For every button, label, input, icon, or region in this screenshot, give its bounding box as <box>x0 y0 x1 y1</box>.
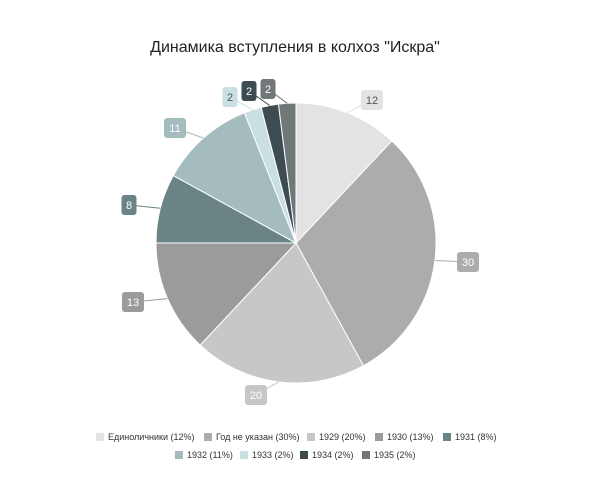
slice-value-badge <box>241 81 257 101</box>
pie-slices <box>155 102 437 384</box>
slice-value-badge <box>457 252 479 272</box>
legend-swatch <box>375 433 383 441</box>
slice-value-label: 20 <box>250 390 262 402</box>
chart-title: Динамика вступления в колхоз "Искра" <box>150 39 440 56</box>
slice-value-badge <box>260 79 276 99</box>
legend-swatch <box>300 451 308 459</box>
legend-item: 1932 (11%) <box>175 450 233 460</box>
slice-value-badge <box>222 87 238 107</box>
legend-item: 1934 (2%) <box>300 450 354 460</box>
slice-value-label: 2 <box>265 84 271 96</box>
slice-value-label: 8 <box>126 200 132 212</box>
pie-slice-3 <box>155 242 298 346</box>
legend-label: Единоличники (12%) <box>108 432 195 442</box>
pie-slice-5 <box>172 112 297 245</box>
legend-item: 1935 (2%) <box>362 450 416 460</box>
legend-swatch <box>204 433 212 441</box>
slice-value-label: 2 <box>227 92 233 104</box>
legend-swatch <box>96 433 104 441</box>
legend-label: 1932 (11%) <box>187 450 233 460</box>
legend-swatch <box>307 433 315 441</box>
slice-value-badge <box>245 385 267 405</box>
legend-item: 1929 (20%) <box>307 432 366 442</box>
slice-value-badge <box>361 90 383 110</box>
legend-item: Год не указан (30%) <box>204 432 299 442</box>
legend-label: 1934 (2%) <box>312 450 354 460</box>
slice-labels: 12 30 20 13 8 11 2 2 2 <box>121 79 479 405</box>
slice-value-label: 2 <box>246 86 252 98</box>
slice-value-label: 11 <box>169 123 180 135</box>
legend-swatch <box>240 451 248 459</box>
slice-value-badge <box>164 118 186 138</box>
slice-value-label: 30 <box>462 257 474 269</box>
legend-swatch <box>443 433 451 441</box>
legend: Единоличники (12%) Год не указан (30%) 192… <box>96 432 497 460</box>
legend-label: 1933 (2%) <box>252 450 294 460</box>
legend-label: 1930 (13%) <box>387 432 434 442</box>
slice-value-badge <box>122 292 144 312</box>
slice-value-label: 13 <box>127 297 139 309</box>
legend-label: 1929 (20%) <box>319 432 366 442</box>
legend-label: 1931 (8%) <box>455 432 497 442</box>
legend-item: Единоличники (12%) <box>96 432 195 442</box>
pie-slice-0 <box>295 102 393 245</box>
legend-item: 1931 (8%) <box>443 432 497 442</box>
legend-label: Год не указан (30%) <box>216 432 299 442</box>
slice-value-label: 12 <box>366 95 378 107</box>
pie-slice-1 <box>295 140 437 367</box>
legend-label: 1935 (2%) <box>374 450 416 460</box>
slice-value-badge <box>121 195 137 215</box>
legend-swatch <box>175 451 183 459</box>
legend-swatch <box>362 451 370 459</box>
legend-item: 1930 (13%) <box>375 432 434 442</box>
legend-item: 1933 (2%) <box>240 450 294 460</box>
